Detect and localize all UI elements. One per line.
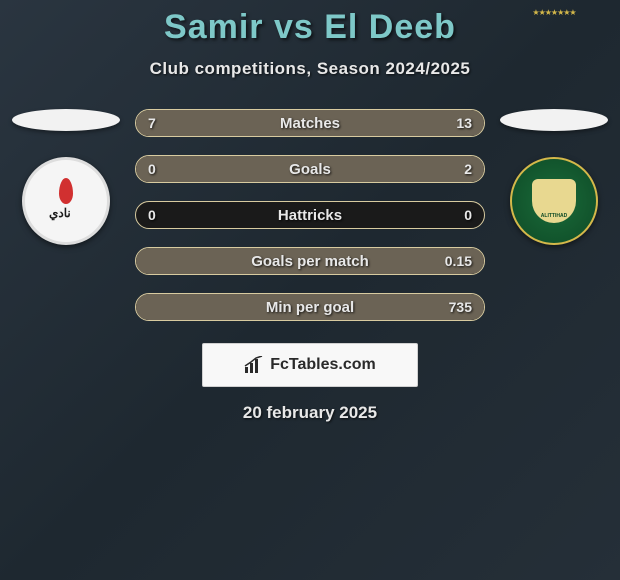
- main-area: نادي 7 Matches 13 0 Goals 2 0 Hattricks 0 Goals p…: [0, 109, 620, 321]
- stat-label: Goals per match: [251, 253, 369, 270]
- player-right-placeholder: [500, 109, 608, 131]
- player-right-column: ★★★★★★★ ALITTIHAD: [499, 109, 609, 245]
- comparison-widget: Samir vs El Deeb Club competitions, Seas…: [0, 0, 620, 580]
- stat-label: Min per goal: [266, 299, 354, 316]
- brand-badge[interactable]: FcTables.com: [202, 343, 418, 387]
- stat-label: Hattricks: [278, 207, 342, 224]
- page-title: Samir vs El Deeb: [0, 8, 620, 47]
- stat-bar: 0 Hattricks 0: [135, 201, 485, 229]
- stat-value-right: 0.15: [445, 253, 472, 269]
- player-left-placeholder: [12, 109, 120, 131]
- chart-icon: [244, 356, 264, 374]
- stat-label: Matches: [280, 115, 340, 132]
- stat-value-right: 0: [464, 207, 472, 223]
- club-badge-left[interactable]: نادي: [22, 157, 110, 245]
- stat-label: Goals: [289, 161, 331, 178]
- stat-value-right: 735: [449, 299, 472, 315]
- club-badge-right[interactable]: ★★★★★★★ ALITTIHAD: [510, 157, 598, 245]
- club-right-label: ALITTIHAD: [541, 213, 567, 219]
- club-left-crest: نادي: [41, 176, 91, 226]
- stat-bar: 0 Goals 2: [135, 155, 485, 183]
- stat-bar: Min per goal 735: [135, 293, 485, 321]
- stat-value-right: 13: [456, 115, 472, 131]
- brand-text: FcTables.com: [270, 356, 376, 374]
- stars-icon: ★★★★★★★: [532, 8, 575, 17]
- club-left-script: نادي: [49, 206, 71, 220]
- stat-value-left: 7: [148, 115, 156, 131]
- stat-bar: 7 Matches 13: [135, 109, 485, 137]
- stat-value-left: 0: [148, 161, 156, 177]
- footer-date: 20 february 2025: [0, 403, 620, 423]
- stat-bar: Goals per match 0.15: [135, 247, 485, 275]
- stat-bars: 7 Matches 13 0 Goals 2 0 Hattricks 0 Goals per ma…: [135, 109, 485, 321]
- flame-icon: [59, 178, 73, 204]
- subtitle: Club competitions, Season 2024/2025: [0, 59, 620, 79]
- stat-value-right: 2: [464, 161, 472, 177]
- stat-value-left: 0: [148, 207, 156, 223]
- club-right-crest: ALITTIHAD: [532, 179, 576, 223]
- player-left-column: نادي: [11, 109, 121, 245]
